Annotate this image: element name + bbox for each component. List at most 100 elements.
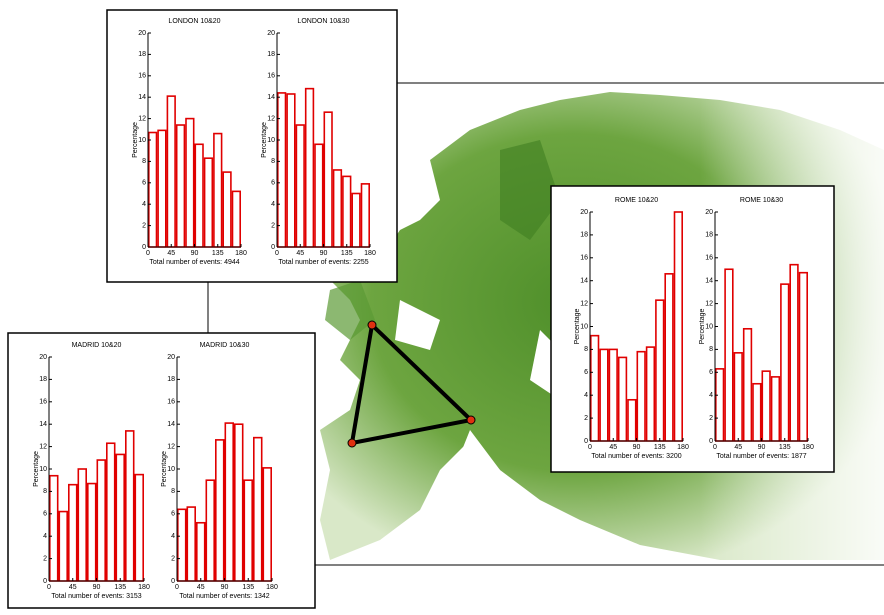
- y-tick-label: 18: [167, 376, 175, 383]
- y-tick-label: 20: [580, 209, 588, 216]
- bar: [352, 194, 360, 248]
- x-tick-label: 45: [69, 584, 77, 591]
- bar: [716, 369, 724, 441]
- bar: [59, 512, 67, 581]
- y-tick-label: 6: [43, 511, 47, 518]
- y-tick-label: 6: [171, 511, 175, 518]
- y-tick-label: 10: [138, 137, 146, 144]
- bar: [195, 144, 203, 247]
- bar: [126, 431, 134, 581]
- y-tick-label: 10: [267, 137, 275, 144]
- y-tick-label: 20: [267, 30, 275, 37]
- x-tick-label: 90: [221, 584, 229, 591]
- bar: [609, 349, 617, 441]
- bar: [753, 384, 761, 441]
- y-tick-label: 16: [580, 255, 588, 262]
- chart-title: ROME 10&30: [740, 197, 783, 204]
- city-marker: [368, 321, 376, 329]
- x-tick-label: 180: [364, 250, 376, 257]
- y-tick-label: 10: [39, 466, 47, 473]
- bar: [362, 184, 370, 247]
- y-tick-label: 12: [267, 115, 275, 122]
- bar: [158, 130, 166, 247]
- bar: [781, 284, 789, 441]
- y-tick-label: 8: [43, 488, 47, 495]
- bar: [225, 423, 233, 581]
- bar: [343, 176, 351, 247]
- y-tick-label: 4: [709, 392, 713, 399]
- y-tick-label: 12: [167, 443, 175, 450]
- bar: [772, 377, 780, 441]
- y-tick-label: 18: [705, 232, 713, 239]
- y-tick-label: 10: [167, 466, 175, 473]
- x-tick-label: 90: [93, 584, 101, 591]
- bar: [135, 475, 143, 581]
- y-tick-label: 2: [142, 222, 146, 229]
- y-tick-label: 6: [271, 180, 275, 187]
- x-tick-label: 135: [341, 250, 353, 257]
- y-tick-label: 2: [584, 415, 588, 422]
- x-axis-label: Total number of events: 3200: [591, 453, 681, 460]
- bar: [665, 274, 673, 441]
- x-axis-label: Total number of events: 3153: [51, 593, 141, 600]
- x-tick-label: 135: [242, 584, 254, 591]
- bar: [88, 484, 96, 581]
- bar: [178, 509, 186, 581]
- chart-title: LONDON 10&30: [297, 18, 349, 25]
- y-tick-label: 14: [39, 421, 47, 428]
- y-tick-label: 18: [580, 232, 588, 239]
- x-tick-label: 0: [47, 584, 51, 591]
- chart-title: MADRID 10&20: [72, 342, 122, 349]
- y-tick-label: 6: [142, 180, 146, 187]
- y-tick-label: 2: [271, 222, 275, 229]
- bar: [69, 485, 77, 581]
- x-tick-label: 0: [713, 444, 717, 451]
- y-tick-label: 8: [709, 346, 713, 353]
- y-tick-label: 2: [43, 555, 47, 562]
- bar: [78, 469, 86, 581]
- y-tick-label: 20: [167, 354, 175, 361]
- y-tick-label: 20: [39, 354, 47, 361]
- bar: [600, 349, 608, 441]
- y-tick-label: 6: [709, 369, 713, 376]
- y-axis-label: Percentage: [261, 122, 268, 158]
- y-tick-label: 6: [584, 369, 588, 376]
- x-tick-label: 0: [588, 444, 592, 451]
- x-tick-label: 45: [167, 250, 175, 257]
- x-tick-label: 90: [320, 250, 328, 257]
- bar: [214, 134, 222, 247]
- bar: [116, 454, 124, 581]
- y-tick-label: 10: [705, 323, 713, 330]
- bar: [97, 460, 105, 581]
- bar: [324, 112, 332, 247]
- y-tick-label: 10: [580, 323, 588, 330]
- y-tick-label: 14: [138, 94, 146, 101]
- bar: [800, 273, 808, 441]
- x-tick-label: 135: [779, 444, 791, 451]
- chart-title: MADRID 10&30: [200, 342, 250, 349]
- bar: [675, 212, 683, 441]
- y-tick-label: 16: [267, 73, 275, 80]
- y-tick-label: 2: [171, 555, 175, 562]
- y-tick-label: 16: [705, 255, 713, 262]
- bar: [725, 269, 733, 441]
- y-tick-label: 14: [167, 421, 175, 428]
- y-axis-label: Percentage: [699, 308, 706, 344]
- y-tick-label: 14: [705, 278, 713, 285]
- x-axis-label: Total number of events: 1342: [179, 593, 269, 600]
- y-tick-label: 14: [580, 278, 588, 285]
- bar: [334, 170, 342, 247]
- bar: [197, 523, 205, 581]
- y-tick-label: 8: [271, 158, 275, 165]
- x-tick-label: 0: [275, 250, 279, 257]
- bar: [177, 125, 185, 247]
- bar: [278, 93, 286, 247]
- y-tick-label: 4: [43, 533, 47, 540]
- bar: [591, 336, 599, 441]
- y-tick-label: 12: [705, 300, 713, 307]
- bar: [107, 443, 115, 581]
- bar: [149, 133, 157, 247]
- x-tick-label: 45: [296, 250, 304, 257]
- y-tick-label: 16: [167, 399, 175, 406]
- y-tick-label: 8: [142, 158, 146, 165]
